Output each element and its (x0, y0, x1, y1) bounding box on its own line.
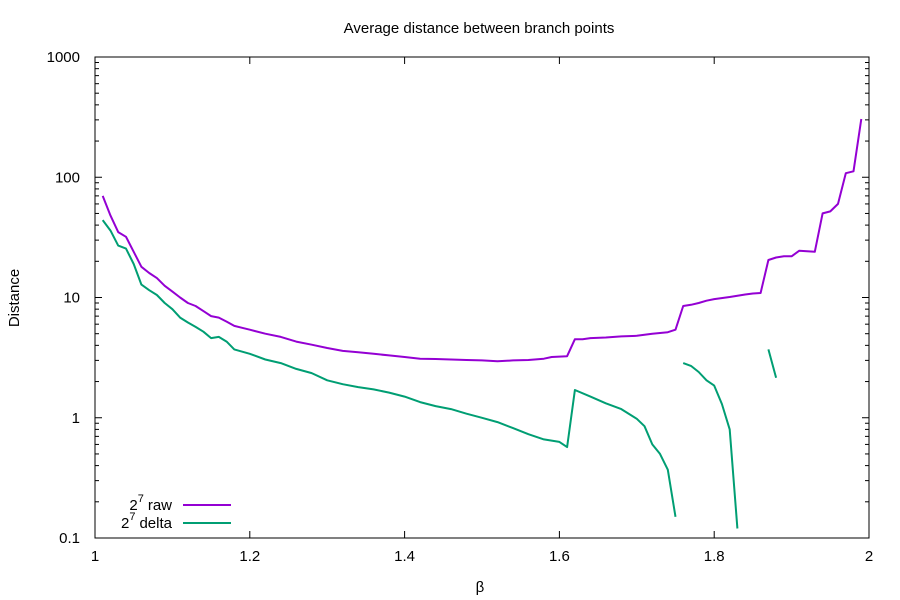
legend-label-exponent: 7 (138, 493, 144, 505)
series-line-raw-segment-1 (101, 118, 863, 363)
legend-label-suffix: delta (139, 515, 172, 532)
y-tick-label: 1000 (47, 49, 80, 66)
legend-label-base: 2 (129, 497, 137, 514)
x-axis: 1 1.2 1.4 1.6 1.8 2 (91, 57, 873, 565)
plot-frame (94, 56, 870, 539)
series-line-delta-segment-1 (101, 219, 677, 517)
y-axis-label: Distance (6, 269, 23, 327)
x-axis-label: β (476, 579, 485, 596)
y-tick-label: 0.1 (59, 530, 80, 547)
series-line-delta-segment-3 (767, 349, 778, 379)
legend: 27 raw 27 delta (121, 493, 231, 532)
x-tick-label: 2 (865, 548, 873, 565)
x-tick-label: 1.4 (394, 548, 415, 565)
legend-label-suffix: raw (148, 497, 172, 514)
y-axis: 0.1 1 10 100 1000 (47, 49, 869, 547)
x-tick-label: 1 (91, 548, 99, 565)
y-tick-label: 10 (63, 290, 80, 307)
chart-title: Average distance between branch points (344, 20, 615, 37)
legend-label-base: 2 (121, 515, 129, 532)
x-tick-label: 1.8 (704, 548, 725, 565)
x-tick-label: 1.6 (549, 548, 570, 565)
legend-label-exponent: 7 (129, 511, 135, 523)
legend-label-delta: 27 delta (121, 511, 173, 532)
legend-label-raw: 27 raw (129, 493, 172, 514)
x-tick-label: 1.2 (239, 548, 260, 565)
y-tick-label: 100 (55, 169, 80, 186)
series-line-delta-segment-2 (682, 362, 739, 529)
y-tick-label: 1 (72, 410, 80, 427)
series-layer (101, 118, 863, 529)
